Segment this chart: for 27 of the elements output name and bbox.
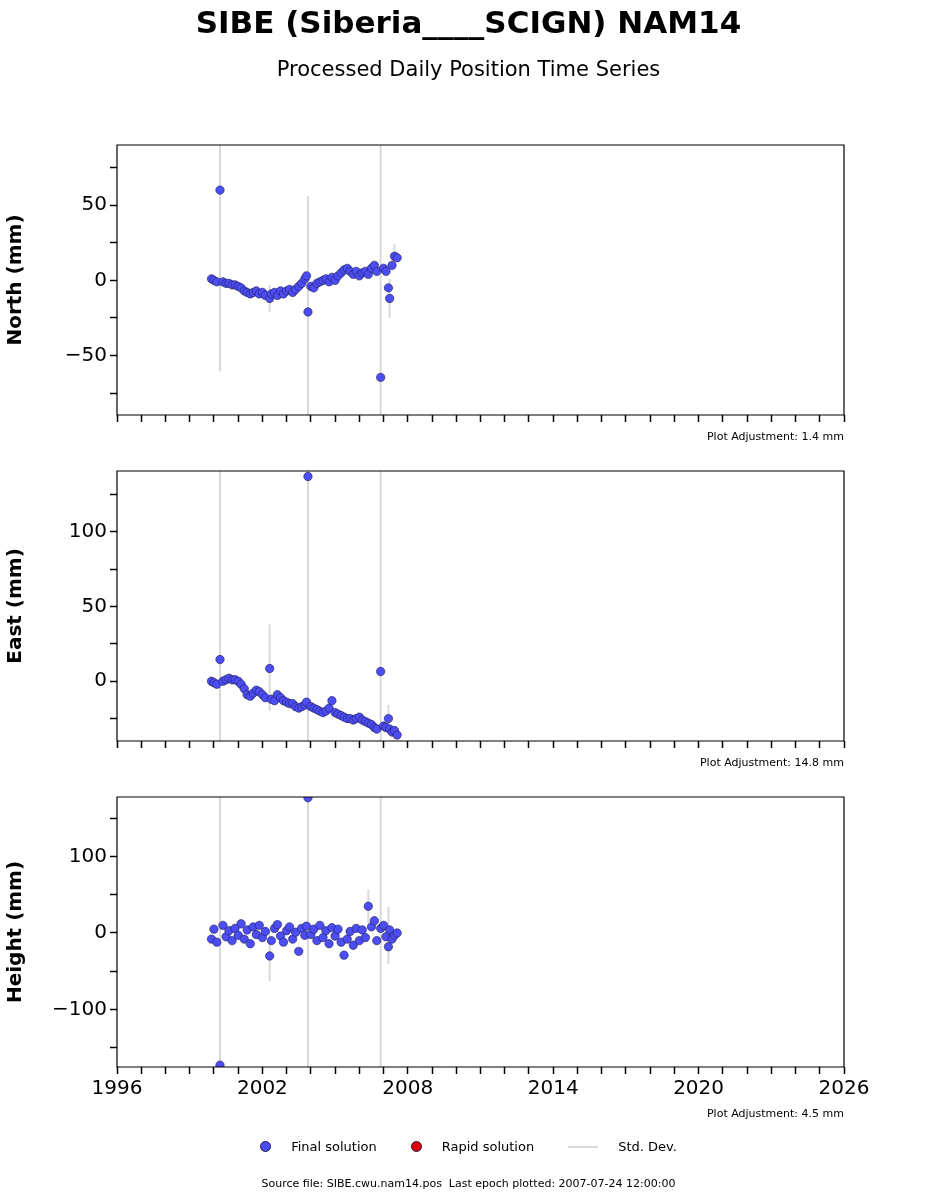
x-tick-label: 2008 xyxy=(382,1075,434,1100)
y-axis-title: East (mm) xyxy=(2,548,27,664)
x-tick-label: 2014 xyxy=(527,1075,579,1100)
y-tick-label: 0 xyxy=(94,919,107,944)
text: Plot Adjustment: 1.4 mm xyxy=(706,430,844,443)
x-tick-label: 1996 xyxy=(91,1075,143,1100)
legend-label: Rapid solution xyxy=(441,1139,535,1154)
y-tick-label: −100 xyxy=(52,995,107,1020)
y-tick-label: 50 xyxy=(81,191,107,216)
legend-label: Std. Dev. xyxy=(618,1139,677,1154)
x-tick-label: 2002 xyxy=(236,1075,288,1100)
y-axis-title: North (mm) xyxy=(2,214,27,346)
text: Plot Adjustment: 14.8 mm xyxy=(699,756,844,769)
x-tick-label: 2020 xyxy=(673,1075,725,1100)
chart-title: SIBE (Siberia____SCIGN) NAM14 xyxy=(194,4,743,40)
x-tick-label: 2026 xyxy=(818,1075,870,1100)
source-note: Source file: SIBE.cwu.nam14.pos Last epoch plotted: 2007-07-24 12:00:00 xyxy=(260,1177,677,1190)
y-tick-label: 0 xyxy=(94,266,107,291)
y-tick-label: 0 xyxy=(94,667,107,692)
text: Plot Adjustment: 4.5 mm xyxy=(706,1107,844,1120)
legend-label: Final solution xyxy=(291,1139,377,1154)
y-axis-title: Height (mm) xyxy=(2,860,27,1004)
y-tick-label: 100 xyxy=(68,842,107,867)
chart-subtitle: Processed Daily Position Time Series xyxy=(275,57,662,81)
y-tick-label: 100 xyxy=(68,518,107,543)
y-tick-label: 50 xyxy=(81,592,107,617)
y-tick-label: −50 xyxy=(64,341,107,366)
